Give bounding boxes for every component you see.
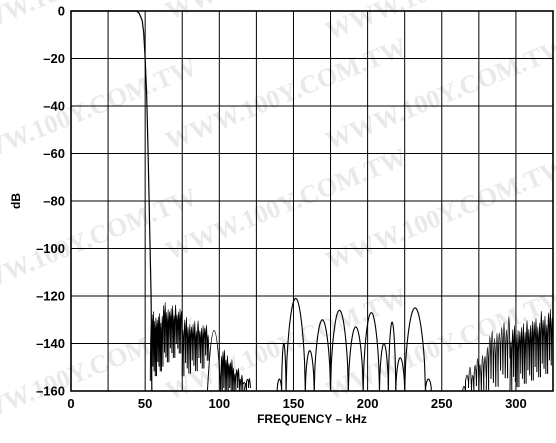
stopband-arch-lobe	[362, 312, 381, 392]
x-tick-label: 50	[138, 396, 152, 411]
y-tick-labels: 0 –20 –40 –60 –80 –100 –120 –140 –160	[36, 4, 65, 399]
stopband-rising-packet	[485, 316, 511, 392]
plot-frame	[70, 10, 554, 392]
x-tick-label: 300	[505, 396, 527, 411]
y-tick-label: –100	[36, 241, 65, 256]
stopband-arch-lobe	[387, 321, 397, 392]
y-tick-label: –60	[43, 146, 65, 161]
x-axis-label: FREQUENCY – kHz	[257, 412, 367, 426]
y-axis-label: dB	[9, 193, 23, 209]
stopband-arch-lobe	[276, 378, 283, 392]
stopband-lobe-packet	[206, 330, 222, 392]
stopband-arch-lobe	[378, 342, 389, 392]
watermark-text: WWW.100Y.COM.TW	[321, 0, 556, 46]
y-tick-label: –120	[36, 289, 65, 304]
y-tick-label: –80	[43, 194, 65, 209]
stopband-rising-packet	[470, 354, 487, 392]
y-tick-label: –160	[36, 384, 65, 399]
y-tick-label: –20	[43, 51, 65, 66]
passband-curve	[71, 10, 153, 392]
stopband-rising-packet	[509, 308, 554, 391]
grid-lines	[71, 11, 553, 391]
stopband-arch-lobe	[285, 297, 306, 392]
stopband-arch-lobe	[313, 319, 332, 392]
watermark-text: WWW.100Y.COM.TW	[0, 52, 201, 175]
x-tick-labels: 0 50 100 150 200 250 300	[67, 396, 526, 411]
stopband-arch-lobe	[404, 307, 427, 392]
stopband-lobe-packet	[149, 311, 162, 381]
x-tick-label: 150	[283, 396, 305, 411]
y-tick-label: –40	[43, 99, 65, 114]
stopband-rising-packet	[462, 366, 472, 392]
series-layer	[71, 10, 554, 392]
stopband-lobe-packet	[181, 316, 210, 377]
stopband-arch-lobe	[329, 309, 349, 392]
x-tick-label: 100	[208, 396, 230, 411]
y-tick-label: 0	[58, 4, 65, 19]
x-tick-label: 0	[67, 396, 74, 411]
stopband-arch-lobe	[424, 378, 432, 392]
x-tick-label: 200	[357, 396, 379, 411]
stopband-arch-lobe	[395, 357, 406, 392]
stopband-arch-lobe	[304, 350, 315, 392]
stopband-arch-lobe	[347, 326, 364, 392]
stopband-arch-lobe	[281, 342, 287, 392]
y-tick-label: –140	[36, 336, 65, 351]
stopband-lobe-packet	[244, 377, 251, 392]
stopband-lobe-packet	[160, 301, 183, 367]
x-tick-label: 250	[431, 396, 453, 411]
stopband-lobe-packet	[233, 368, 246, 392]
stopband-lobe-packet	[220, 349, 235, 392]
